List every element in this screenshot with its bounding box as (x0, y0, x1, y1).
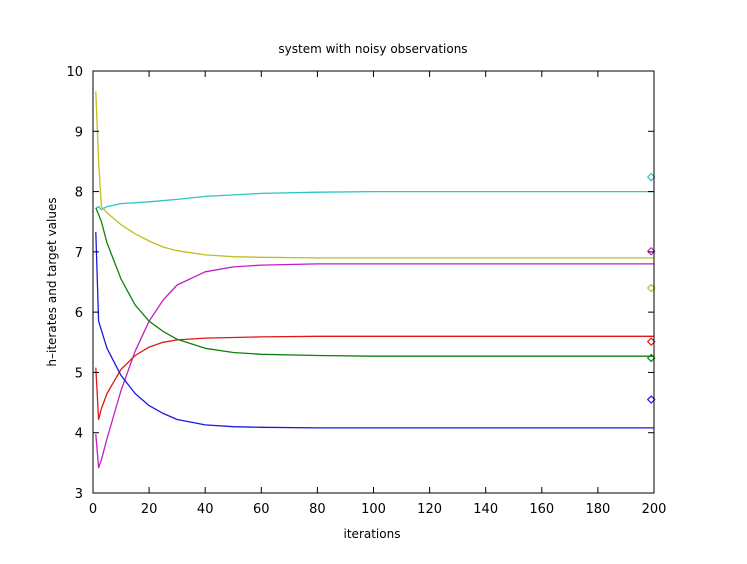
x-axis-label: iterations (344, 527, 401, 541)
x-tick-label: 0 (89, 502, 97, 517)
y-tick-label: 7 (75, 246, 83, 261)
series-line-6 (95, 231, 654, 429)
x-tick-label: 20 (141, 502, 158, 517)
series-layer (95, 91, 654, 469)
plot-frame (92, 70, 655, 494)
x-tick-label: 180 (585, 502, 610, 517)
x-tick-label: 60 (253, 502, 270, 517)
y-tick-label: 4 (75, 427, 83, 442)
x-tick-label: 80 (309, 502, 326, 517)
y-tick-label: 9 (75, 125, 83, 140)
tick-layer: 0 20 40 60 80 100 120 140 160 180 200 3 4 5 6 7 8 9 10 (66, 65, 666, 517)
y-tick-label: 3 (75, 487, 83, 502)
series-line-2 (95, 91, 654, 259)
y-tick-label: 6 (75, 306, 83, 321)
x-tick-label: 40 (197, 502, 214, 517)
x-tick-label: 140 (473, 502, 498, 517)
series-line-5 (95, 207, 654, 357)
y-axis-label: h–iterates and target values (45, 197, 59, 366)
x-tick-label: 160 (529, 502, 554, 517)
chart-title: system with noisy observations (278, 42, 467, 56)
y-tick-label: 8 (75, 186, 83, 201)
x-tick-label: 200 (642, 502, 667, 517)
x-tick-label: 120 (417, 502, 442, 517)
y-tick-label: 10 (66, 65, 83, 80)
series-line-3 (95, 263, 654, 469)
x-tick-label: 100 (361, 502, 386, 517)
series-line-4 (95, 335, 654, 421)
y-tick-label: 5 (75, 366, 83, 381)
series-line-1 (95, 190, 654, 211)
